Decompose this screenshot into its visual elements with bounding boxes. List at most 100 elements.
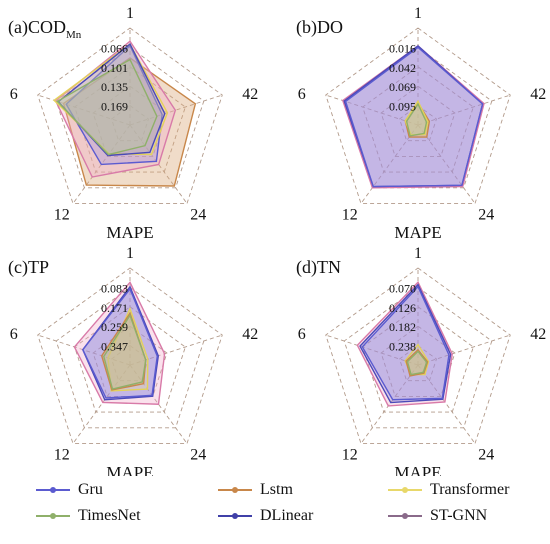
legend-item-dlinear: DLinear: [218, 506, 313, 526]
legend-swatch-dlinear: [218, 511, 252, 521]
legend-label-st-gnn: ST-GNN: [430, 507, 488, 524]
radar-spoke: [37, 334, 131, 366]
legend-swatch-transformer: [388, 485, 422, 495]
legend-swatch-gru: [36, 485, 70, 495]
axis-label-42: 42: [530, 326, 546, 343]
radar-spoke: [325, 94, 419, 126]
radar-spoke: [129, 94, 223, 126]
panel-label: (d)TN: [296, 257, 341, 278]
radar-grid-ring: [92, 85, 168, 157]
axis-label-1: 1: [126, 5, 134, 22]
radial-tick-label: 0.347: [101, 340, 128, 354]
radar-series-timesnet: [103, 313, 147, 390]
radar-spoke: [360, 124, 419, 204]
metric-label: MAPE: [394, 223, 441, 242]
radial-tick-label: 0.083: [101, 281, 128, 295]
radial-tick-label: 0.171: [101, 301, 128, 315]
radar-series-timesnet: [406, 350, 428, 376]
radar-figure: 0.066 0.101 0.135 0.169 1 42 24 12 6 MAPE (a)CODMn…: [8, 5, 546, 476]
radar-series-st-gnn: [73, 281, 166, 405]
radar-spoke: [417, 334, 511, 366]
axis-label-1: 1: [414, 245, 422, 262]
radar-spoke: [72, 124, 131, 204]
radar-panel-4: 0.070 0.126 0.182 0.238 1 42 24 12 6 MAPE (d)TN: [296, 245, 546, 476]
legend-item-lstm: Lstm: [218, 480, 293, 500]
radar-series-dlinear: [359, 283, 452, 404]
radar-grid-ring: [74, 306, 186, 413]
axis-label-12: 12: [342, 446, 358, 463]
axis-label-24: 24: [190, 206, 206, 223]
axis-label-6: 6: [298, 326, 306, 343]
radar-grid-ring: [380, 325, 456, 397]
legend-item-timesnet: TimesNet: [36, 506, 141, 526]
axis-label-12: 12: [342, 206, 358, 223]
axis-label-42: 42: [242, 86, 258, 103]
radial-tick-label: 0.070: [389, 281, 416, 295]
radial-tick-label: 0.126: [389, 301, 416, 315]
legend-item-transformer: Transformer: [388, 480, 509, 500]
radar-series-timesnet: [56, 58, 158, 156]
panel-label: (a)CODMn: [8, 17, 82, 41]
panel-label-sub: Mn: [66, 29, 82, 41]
radial-tick-label: 0.238: [389, 340, 416, 354]
radar-grid-ring: [111, 345, 149, 382]
radar-panel-2: 0.016 0.042 0.069 0.095 1 42 24 12 6 MAPE (b)DO: [296, 5, 546, 242]
radar-series-st-gnn: [341, 45, 485, 189]
legend-label-transformer: Transformer: [430, 481, 510, 498]
axis-label-6: 6: [10, 326, 18, 343]
axis-label-42: 42: [530, 86, 546, 103]
radial-tick-label: 0.182: [389, 320, 416, 334]
radar-grid-ring: [380, 85, 456, 157]
radial-tick-label: 0.066: [101, 41, 128, 55]
radar-series-timesnet: [405, 102, 428, 137]
axis-label-6: 6: [298, 86, 306, 103]
radar-grid-ring: [399, 105, 437, 142]
axis-label-1: 1: [414, 5, 422, 22]
radar-grid-ring: [362, 66, 474, 173]
radar-grid-ring: [55, 46, 205, 189]
radar-series-gru: [82, 287, 158, 399]
metric-label: MAPE: [394, 463, 441, 476]
radial-tick-label: 0.101: [101, 61, 128, 75]
axis-label-12: 12: [54, 206, 70, 223]
legend-item-gru: Gru: [36, 480, 103, 500]
radar-series-gru: [361, 285, 450, 401]
legend-item-st-gnn: ST-GNN: [388, 506, 487, 526]
radar-spoke: [325, 334, 419, 366]
radar-spoke: [417, 364, 476, 444]
radar-grid-ring: [399, 345, 437, 382]
panel-label: (b)DO: [296, 17, 343, 38]
radar-grid-ring: [55, 286, 205, 429]
radar-grid-ring: [343, 286, 493, 429]
legend-label-gru: Gru: [78, 481, 103, 498]
radar-series-gru: [344, 46, 484, 188]
axis-label-12: 12: [54, 446, 70, 463]
radial-tick-label: 0.016: [389, 41, 416, 55]
radar-spoke: [72, 364, 131, 444]
radar-series-dlinear: [57, 42, 166, 157]
legend-swatch-timesnet: [36, 511, 70, 521]
radar-panel-1: 0.066 0.101 0.135 0.169 1 42 24 12 6 MAPE (a)CODMn: [8, 5, 258, 242]
radar-series-st-gnn: [356, 280, 453, 407]
panel-label: (c)TP: [8, 257, 49, 278]
metric-label: MAPE: [106, 223, 153, 242]
legend: Gru Lstm Transformer TimesNet DLinear ST…: [0, 476, 550, 542]
radar-grid-ring: [111, 105, 149, 142]
legend-label-lstm: Lstm: [260, 481, 293, 498]
axis-label-24: 24: [478, 446, 494, 463]
axis-label-24: 24: [478, 206, 494, 223]
axis-label-24: 24: [190, 446, 206, 463]
legend-swatch-st-gnn: [388, 511, 422, 521]
radial-tick-label: 0.169: [101, 100, 128, 114]
radar-spoke: [417, 94, 511, 126]
legend-swatch-lstm: [218, 485, 252, 495]
axis-label-42: 42: [242, 326, 258, 343]
axis-label-1: 1: [126, 245, 134, 262]
radial-tick-label: 0.135: [101, 80, 128, 94]
radar-spoke: [417, 124, 476, 204]
metric-label: MAPE: [106, 463, 153, 476]
radar-spoke: [129, 364, 188, 444]
radar-spoke: [129, 124, 188, 204]
radar-grid-ring: [362, 306, 474, 413]
legend-label-timesnet: TimesNet: [78, 507, 141, 524]
